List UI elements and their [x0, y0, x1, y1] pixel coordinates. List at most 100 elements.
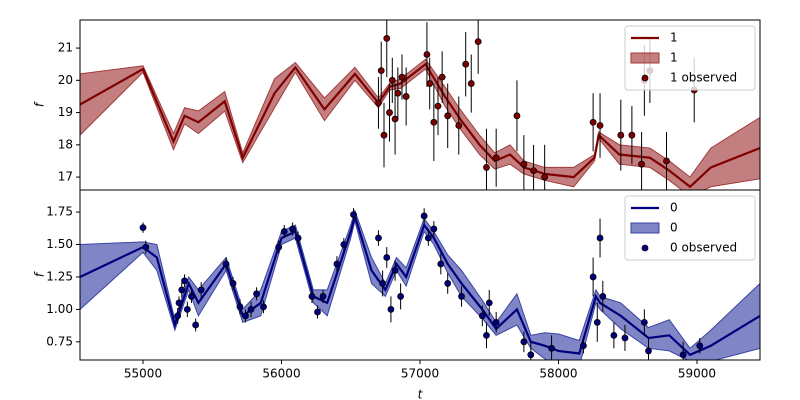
observed-point [580, 342, 587, 350]
observed-point [541, 173, 549, 181]
observed-point [424, 234, 432, 242]
legend-label: 1 observed [670, 71, 737, 85]
observed-point [375, 99, 382, 107]
model-line [80, 62, 760, 189]
observed-point [458, 293, 465, 300]
observed-point [434, 102, 442, 110]
observed-point [289, 225, 296, 233]
observed-point [610, 331, 618, 339]
observed-point [617, 131, 625, 139]
observed-point [391, 115, 399, 123]
x-tick-label: 57000 [401, 367, 439, 381]
plot-area [80, 208, 760, 360]
observed-point [388, 76, 396, 84]
y-axis-label: f [33, 101, 47, 107]
observed-point [483, 164, 490, 171]
x-tick-label: 58000 [539, 367, 577, 381]
observed-point [492, 318, 500, 326]
observed-point [640, 318, 648, 326]
observed-point [548, 344, 555, 352]
observed-point [242, 312, 249, 320]
observed-point [260, 303, 267, 311]
observed-point [423, 51, 431, 58]
observed-point [340, 241, 348, 248]
x-tick-label: 59000 [678, 367, 716, 381]
observed-point [485, 299, 493, 307]
legend-point [641, 74, 649, 82]
observed-point [391, 267, 399, 274]
legend-box [624, 195, 756, 261]
legend-label: 0 [670, 221, 678, 235]
observed-point [375, 234, 382, 242]
observed-point [420, 212, 428, 220]
observed-point [437, 260, 445, 268]
observed-point [474, 38, 482, 46]
observed-point [402, 93, 410, 100]
y-tick-label: 1.75 [46, 205, 73, 219]
observed-point [462, 60, 470, 68]
observed-point [253, 290, 260, 298]
observed-point [188, 293, 195, 300]
confidence-band [80, 58, 760, 190]
legend-patch [630, 52, 660, 64]
observed-point [589, 273, 597, 281]
observed-point [527, 351, 535, 359]
plot-area [80, 20, 760, 190]
observed-point [236, 303, 244, 311]
observed-point [513, 112, 521, 120]
observed-point [247, 305, 255, 313]
x-tick-label: 56000 [262, 367, 300, 381]
observed-point [596, 234, 604, 242]
observed-point [398, 73, 406, 81]
observed-point [397, 293, 405, 300]
observed-point [178, 286, 186, 294]
legend-label: 0 [670, 201, 678, 215]
observed-point [294, 234, 302, 242]
y-tick-label: 1.50 [46, 237, 73, 251]
observed-point [181, 277, 188, 285]
y-axis-label: f [33, 271, 47, 277]
legend-label: 1 [670, 31, 678, 45]
observed-point [492, 154, 500, 162]
observed-point [222, 260, 230, 268]
observed-point [663, 157, 670, 165]
x-axis-label: t [418, 388, 424, 400]
observed-point [229, 280, 237, 287]
y-tick-label: 19 [58, 105, 73, 119]
observed-point [638, 160, 645, 168]
observed-point [483, 331, 490, 339]
observed-point [280, 228, 288, 235]
observed-point [520, 160, 528, 168]
observed-point [589, 118, 597, 126]
y-tick-label: 0.75 [46, 334, 73, 348]
observed-point [530, 167, 537, 175]
observed-point [175, 299, 183, 307]
observed-point [520, 338, 528, 346]
y-tick-label: 1.25 [46, 269, 73, 283]
observed-point [645, 347, 652, 355]
observed-point [197, 286, 205, 294]
observed-point [394, 89, 402, 97]
observed-point [444, 280, 452, 287]
observed-point [679, 351, 687, 359]
observed-point [430, 118, 438, 126]
observed-point [380, 131, 388, 139]
legend-label: 0 observed [670, 241, 737, 255]
y-tick-label: 1.00 [46, 302, 73, 316]
observed-point [192, 321, 200, 329]
observed-point [383, 34, 391, 42]
observed-point [426, 80, 434, 87]
observed-point [383, 254, 391, 261]
observed-point [593, 318, 601, 326]
observed-point [183, 305, 191, 313]
observed-point [386, 109, 393, 116]
observed-point [308, 293, 316, 300]
observed-point [379, 280, 387, 287]
observed-point [628, 131, 636, 139]
observed-point [438, 73, 446, 81]
observed-point [174, 312, 182, 320]
observed-point [455, 122, 463, 129]
y-tick-label: 21 [58, 41, 73, 55]
observed-point [599, 293, 607, 300]
